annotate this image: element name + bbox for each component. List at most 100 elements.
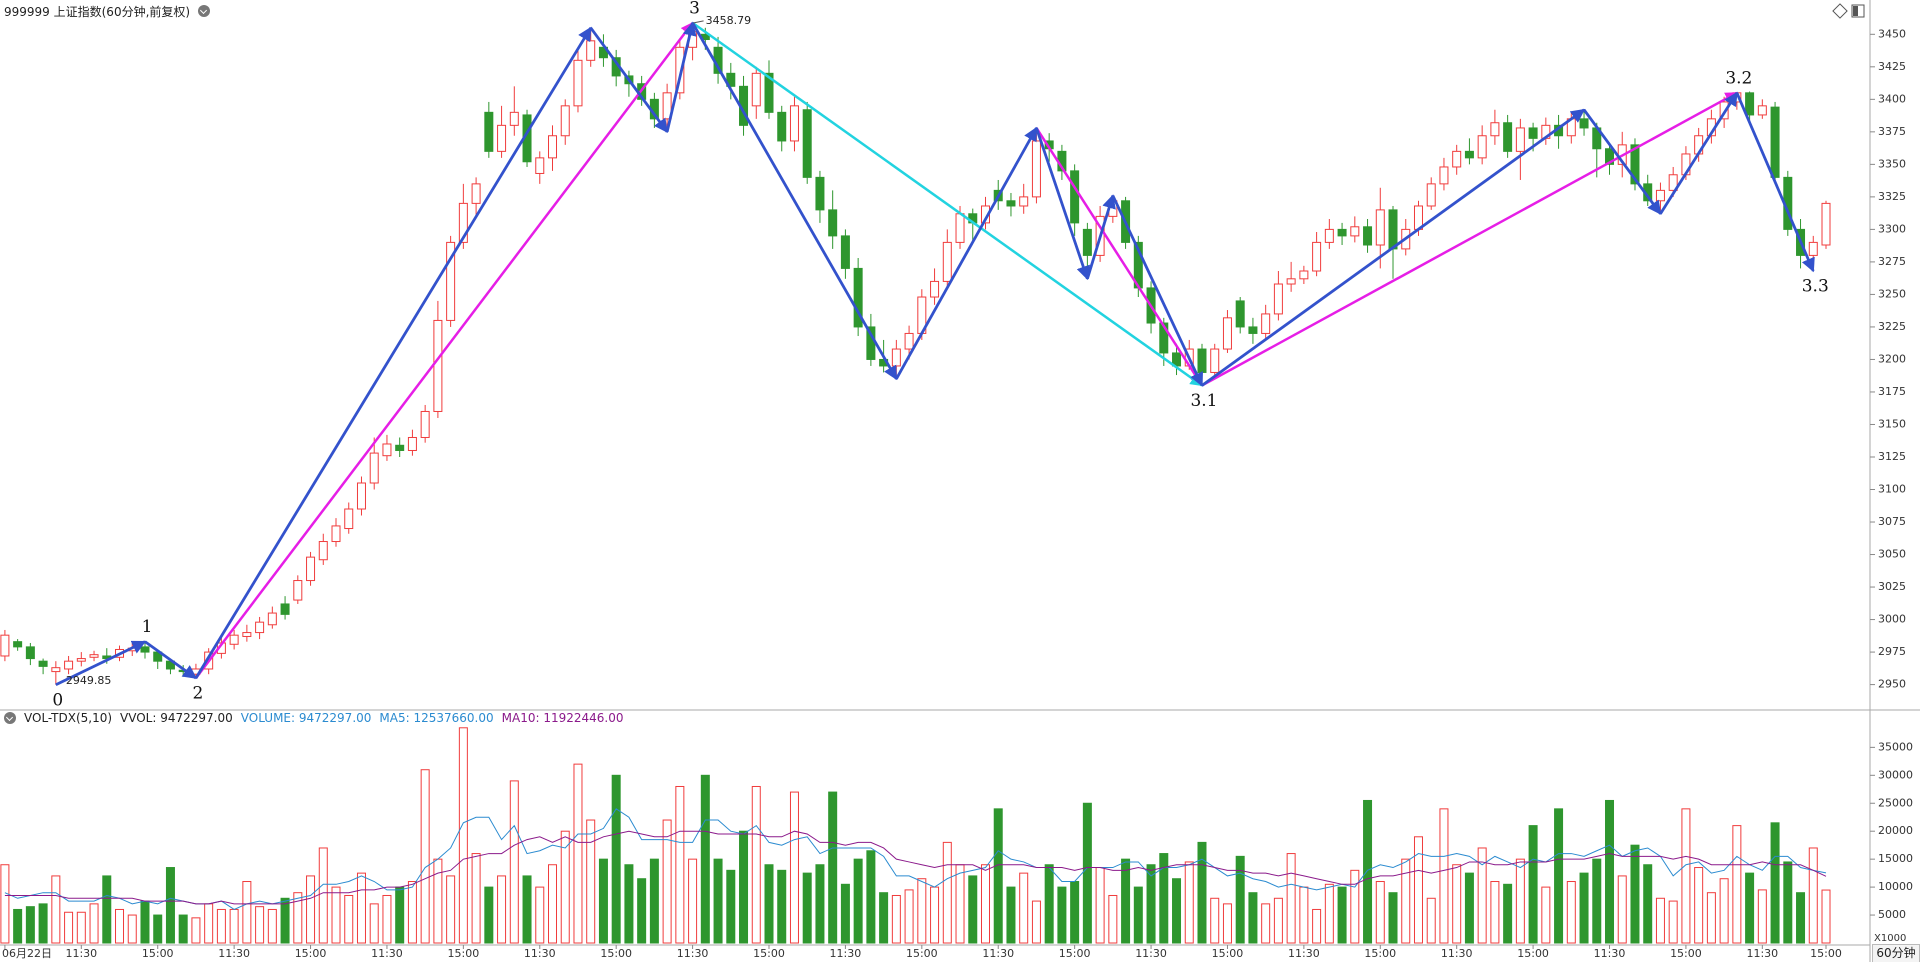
candle-body bbox=[471, 183, 481, 204]
volume-bar bbox=[1286, 853, 1296, 944]
legend-entry: MA10: 11922446.00 bbox=[501, 711, 624, 725]
volume-bar bbox=[204, 903, 214, 944]
volume-bar bbox=[1401, 858, 1411, 944]
candle-body bbox=[1770, 106, 1780, 178]
volume-bar bbox=[1006, 886, 1016, 944]
volume-bar bbox=[153, 914, 163, 944]
volume-bar bbox=[815, 864, 825, 944]
y-tick-label: 3050 bbox=[1878, 548, 1906, 561]
volume-bar bbox=[1668, 900, 1678, 944]
volume-bar bbox=[662, 819, 672, 944]
y-tick-label: 3150 bbox=[1878, 417, 1906, 430]
candle-body bbox=[1286, 278, 1296, 285]
price-header: 999999 上证指数(60分钟,前复权) bbox=[4, 2, 211, 20]
volume-bar bbox=[1261, 903, 1271, 944]
candle-body bbox=[1668, 174, 1678, 191]
volume-bar bbox=[853, 858, 863, 944]
candle-body bbox=[1082, 228, 1092, 256]
volume-bar bbox=[1745, 872, 1755, 944]
volume-bar bbox=[1159, 853, 1169, 944]
volume-bar bbox=[1350, 869, 1360, 944]
volume-bar bbox=[1184, 861, 1194, 944]
x-tick-label: 11:30 bbox=[1441, 947, 1473, 960]
volume-bar bbox=[1452, 864, 1462, 944]
y-tick-label: 20000 bbox=[1878, 824, 1913, 837]
volume-bar bbox=[458, 727, 468, 944]
x-tick-label: 15:00 bbox=[1364, 947, 1396, 960]
volume-bar bbox=[1057, 886, 1067, 944]
menu-icon[interactable] bbox=[4, 712, 16, 724]
volume-bar bbox=[1044, 864, 1054, 944]
volume-bar bbox=[1121, 858, 1131, 944]
y-tick-label: 3075 bbox=[1878, 515, 1906, 528]
candle-body bbox=[1503, 122, 1513, 152]
period-label[interactable]: 60分钟 bbox=[1872, 944, 1920, 962]
menu-icon[interactable] bbox=[198, 5, 211, 17]
volume-bar bbox=[1681, 808, 1691, 944]
candle-body bbox=[38, 660, 48, 667]
volume-bar bbox=[1579, 872, 1589, 944]
x-tick-label: 11:30 bbox=[65, 947, 97, 960]
x-tick-label: 15:00 bbox=[142, 947, 174, 960]
diamond-icon[interactable] bbox=[1832, 3, 1848, 19]
volume-bar bbox=[1821, 889, 1831, 944]
candle-body bbox=[89, 654, 99, 658]
candle-body bbox=[1031, 140, 1041, 198]
unit-label: X1000 bbox=[1874, 933, 1906, 944]
candle-body bbox=[1745, 92, 1755, 116]
y-tick-label: 2950 bbox=[1878, 678, 1906, 691]
window-icon[interactable] bbox=[1851, 4, 1865, 18]
volume-bar bbox=[764, 864, 774, 944]
x-tick-label: 11:30 bbox=[830, 947, 862, 960]
volume-bar bbox=[1796, 892, 1806, 944]
candle-body bbox=[64, 660, 74, 670]
candle-body bbox=[548, 135, 558, 159]
candle-body bbox=[497, 124, 507, 152]
volume-bar bbox=[76, 911, 86, 944]
candle-body bbox=[0, 634, 10, 657]
volume-bar bbox=[586, 819, 596, 944]
candle-body bbox=[509, 111, 519, 126]
candle-body bbox=[904, 332, 914, 350]
wave-line bbox=[1035, 127, 1090, 281]
volume-bar bbox=[879, 892, 889, 944]
volume-bar bbox=[1439, 808, 1449, 944]
volume-bar bbox=[891, 894, 901, 944]
volume-bar bbox=[1363, 799, 1373, 944]
volume-bar bbox=[1082, 802, 1092, 944]
candle-body bbox=[395, 444, 405, 451]
volume-bar bbox=[713, 858, 723, 944]
volume-bar bbox=[1515, 858, 1525, 944]
candle-body bbox=[369, 452, 379, 484]
volume-bar bbox=[1630, 844, 1640, 944]
volume-bar bbox=[1719, 878, 1729, 944]
volume-bar bbox=[1757, 889, 1767, 944]
volume-bar bbox=[1210, 897, 1220, 944]
x-tick-label: 11:30 bbox=[524, 947, 556, 960]
volume-bar bbox=[548, 864, 558, 944]
x-tick-label: 11:30 bbox=[982, 947, 1014, 960]
volume-bar bbox=[930, 886, 940, 944]
volume-bar bbox=[1426, 897, 1436, 944]
y-tick-label: 3325 bbox=[1878, 190, 1906, 203]
candle-body bbox=[76, 658, 86, 662]
volume-bar bbox=[739, 830, 749, 944]
volume-bar bbox=[993, 808, 1003, 944]
volume-bar bbox=[866, 850, 876, 944]
volume-bar bbox=[267, 908, 277, 944]
volume-bar bbox=[280, 897, 290, 944]
candle-body bbox=[382, 443, 392, 457]
trend-line bbox=[691, 21, 1204, 387]
wave-line bbox=[1735, 92, 1815, 273]
candle-body bbox=[1337, 228, 1347, 237]
volume-bar bbox=[471, 853, 481, 944]
x-tick-label: 15:00 bbox=[1670, 947, 1702, 960]
candle-body bbox=[13, 641, 23, 648]
candle-body bbox=[1273, 283, 1283, 315]
candle-body bbox=[1197, 348, 1207, 373]
volume-bar bbox=[1413, 836, 1423, 944]
price-title: 999999 上证指数(60分钟,前复权) bbox=[4, 4, 191, 19]
volume-bar bbox=[789, 791, 799, 944]
wave-line bbox=[665, 21, 697, 133]
